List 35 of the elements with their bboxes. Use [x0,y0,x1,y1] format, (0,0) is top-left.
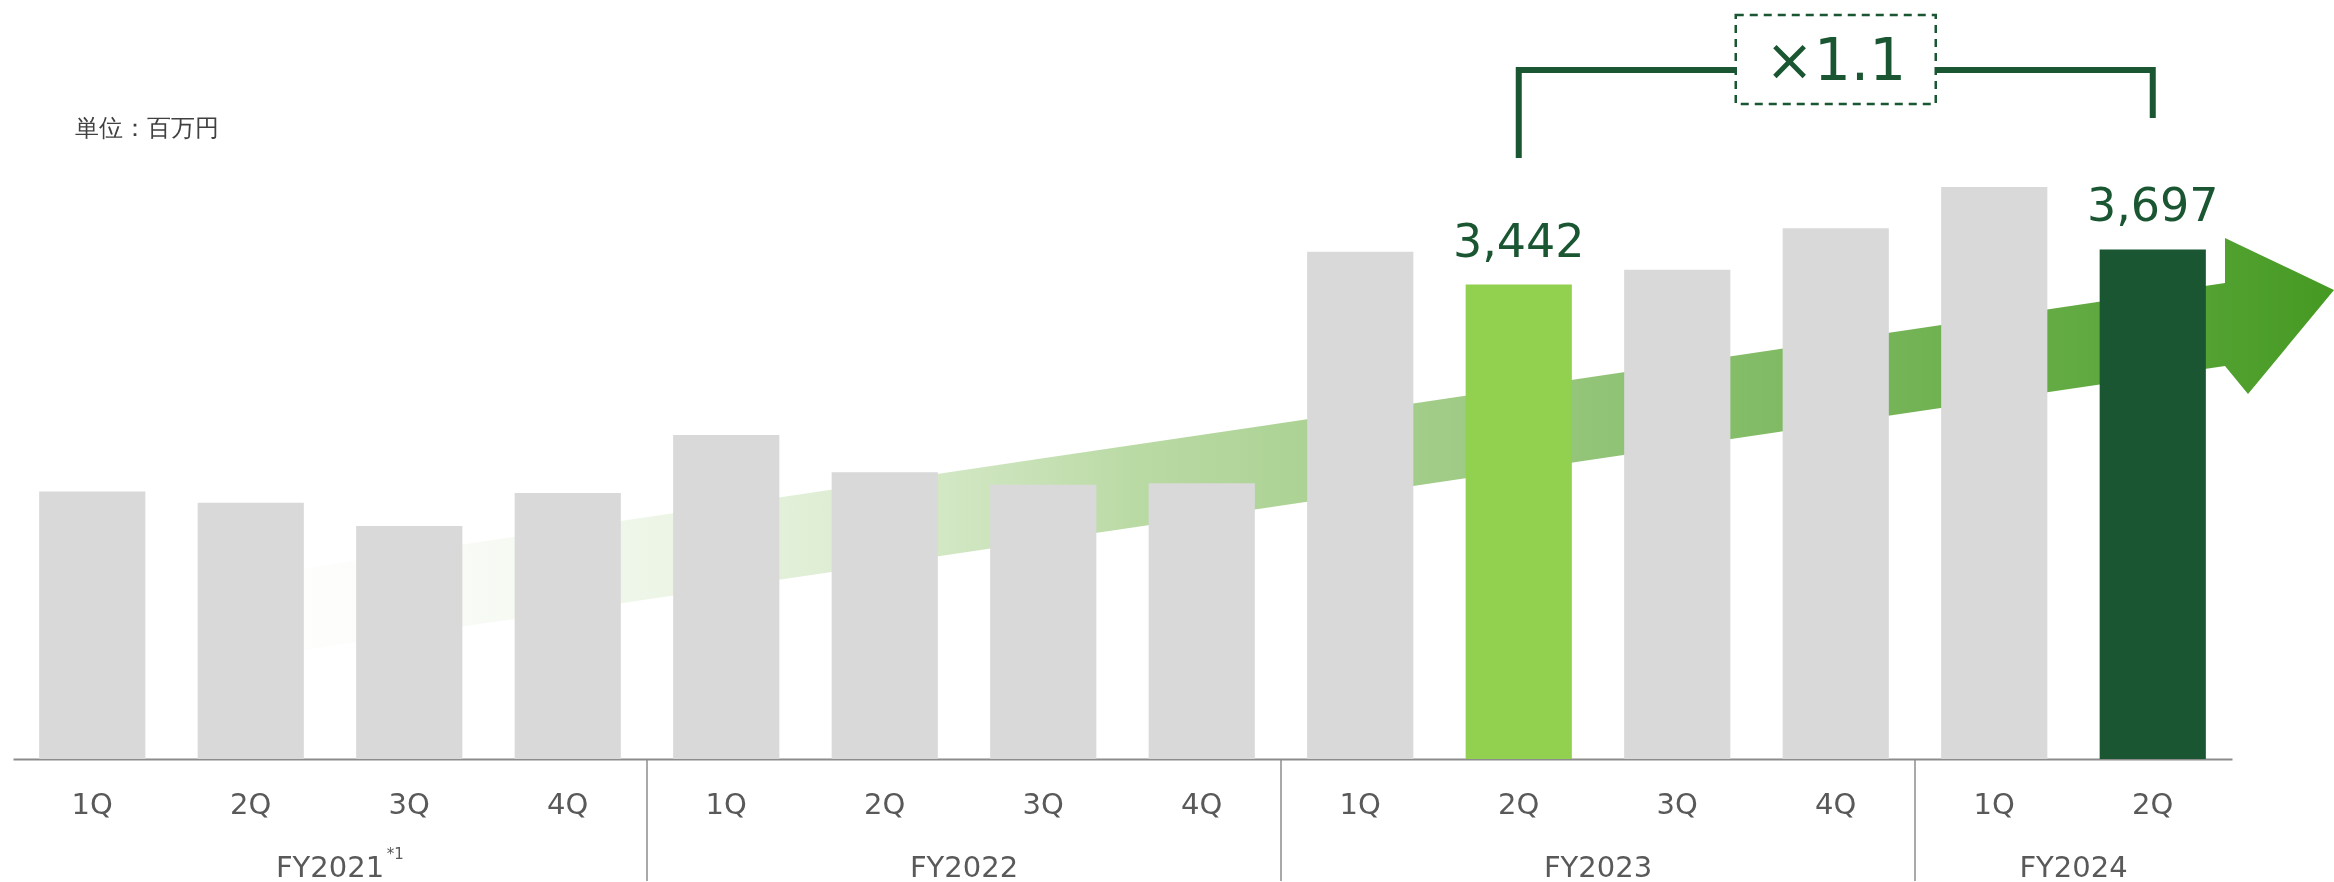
text: FY2022 [909,850,1019,882]
bar [1782,228,1889,759]
x-tick-label: 2Q [230,786,272,821]
text: FY2023 [1543,850,1653,882]
x-tick-label: 1Q [1339,786,1381,821]
x-tick-label: 1Q [1973,786,2015,821]
bar [39,491,146,759]
bar [1465,284,1572,759]
data-label: 3,442 [1452,213,1585,268]
x-tick-label: 4Q [1181,786,1223,821]
text: ×1.1 [1765,26,1907,94]
x-tick-label: 3Q [388,786,430,821]
x-tick-label: 1Q [705,786,747,821]
bar [197,502,304,759]
text: FY2024 [2019,850,2128,882]
data-label: 3,697 [2086,178,2219,233]
x-tick-label: 1Q [71,786,113,821]
x-tick-label: 3Q [1656,786,1698,821]
bar [514,492,621,759]
x-tick-label: 2Q [864,786,906,821]
bar [2099,249,2206,759]
bar [673,435,780,759]
x-tick-label: 3Q [1022,786,1064,821]
x-tick-label: 2Q [2132,786,2174,821]
y-axis-title: 単位：百万円 [75,114,219,142]
bar [990,484,1097,759]
x-tick-label: 4Q [547,786,589,821]
bar [831,472,938,759]
x-tick-label: 4Q [1815,786,1857,821]
x-tick-label: 2Q [1498,786,1540,821]
bar [1148,483,1255,759]
bar [1307,251,1414,759]
bar [356,526,463,759]
bar [1624,269,1731,759]
bar [1941,187,2048,759]
